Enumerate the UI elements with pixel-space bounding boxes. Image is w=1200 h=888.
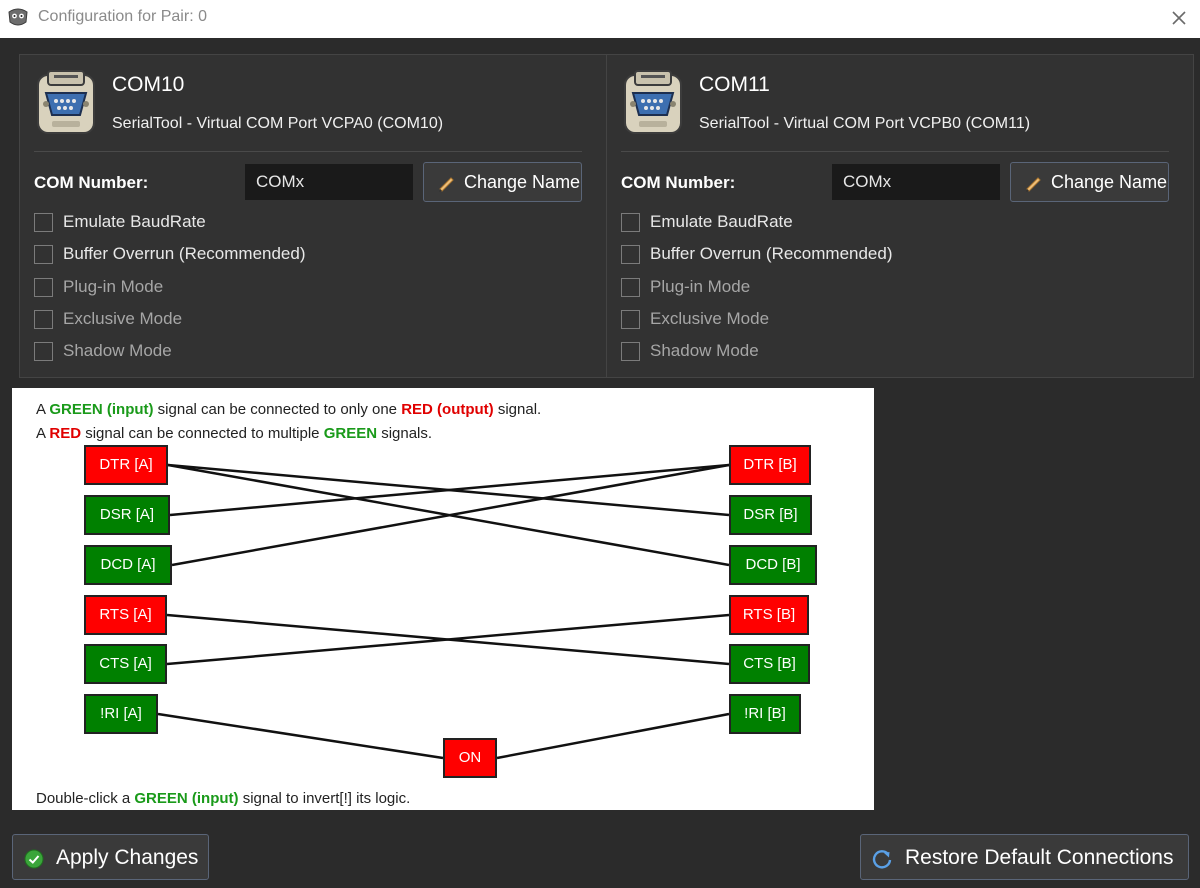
option-label: Exclusive Mode (650, 309, 770, 328)
pencil-icon (439, 177, 454, 192)
option-label: Plug-in Mode (650, 277, 751, 296)
signal-dsr-a[interactable]: DSR [A] (84, 495, 170, 535)
apply-changes-button[interactable]: Apply Changes (12, 834, 209, 880)
port-name: COM11 (699, 73, 770, 96)
signal-ri-b[interactable]: !RI [B] (729, 694, 801, 734)
info-green-text: GREEN (input) (49, 401, 154, 418)
option-label: Exclusive Mode (63, 309, 183, 328)
check-circle-icon (24, 849, 44, 869)
signal-on[interactable]: ON (443, 738, 497, 778)
restore-default-button[interactable]: Restore Default Connections (860, 834, 1189, 880)
title-bar: Configuration for Pair: 0 (0, 0, 1200, 38)
checkbox[interactable] (621, 245, 640, 264)
signal-ri-a[interactable]: !RI [A] (84, 694, 158, 734)
info-green-text: GREEN (323, 425, 378, 442)
pencil-icon (1026, 177, 1041, 192)
footer-hint: Double-click a GREEN (input) signal to i… (36, 790, 410, 807)
checkbox (621, 278, 640, 297)
port-panel-b: COM11 SerialTool - Virtual COM Port VCPB… (606, 54, 1194, 378)
serial-port-icon (624, 70, 682, 134)
option-label: Shadow Mode (650, 341, 759, 360)
info-text: A (36, 401, 50, 418)
port-description: SerialTool - Virtual COM Port VCPA0 (COM… (112, 115, 444, 132)
option-label: Buffer Overrun (Recommended) (63, 244, 306, 263)
com-number-label: COM Number: (621, 173, 736, 192)
info-green-text: GREEN (input) (134, 790, 239, 807)
signal-dsr-b[interactable]: DSR [B] (729, 495, 812, 535)
info-text: signal can be connected to only one (153, 401, 402, 418)
refresh-icon (872, 850, 892, 869)
connection-wire (496, 712, 730, 760)
app-logo-icon (8, 8, 28, 26)
port-panel-a: COM10 SerialTool - Virtual COM Port VCPA… (19, 54, 607, 378)
info-text: signal can be connected to multiple (81, 425, 324, 442)
signal-diagram: A GREEN (input) signal can be connected … (12, 388, 874, 810)
checkbox (34, 310, 53, 329)
info-text: signal. (493, 401, 542, 418)
divider (34, 151, 582, 152)
signal-rts-a[interactable]: RTS [A] (84, 595, 167, 635)
change-name-label: Change Name (1051, 172, 1168, 192)
change-name-button[interactable]: Change Name (1010, 162, 1169, 202)
signal-dtr-b[interactable]: DTR [B] (729, 445, 811, 485)
checkbox (34, 342, 53, 361)
option-label: Emulate BaudRate (63, 212, 206, 231)
option-label: Shadow Mode (63, 341, 172, 360)
info-red-text: RED (49, 425, 82, 442)
signal-dtr-a[interactable]: DTR [A] (84, 445, 168, 485)
signal-cts-a[interactable]: CTS [A] (84, 644, 167, 684)
option-label: Plug-in Mode (63, 277, 164, 296)
signal-dcd-a[interactable]: DCD [A] (84, 545, 172, 585)
option-label: Buffer Overrun (Recommended) (650, 244, 893, 263)
checkbox (34, 278, 53, 297)
info-text: signal to invert[!] its logic. (238, 790, 411, 807)
option-label: Emulate BaudRate (650, 212, 793, 231)
info-line-2: A RED signal can be connected to multipl… (36, 425, 432, 442)
connection-wire (169, 463, 730, 517)
close-icon[interactable] (1164, 4, 1194, 32)
connection-wire (166, 613, 730, 666)
divider (621, 151, 1169, 152)
port-name: COM10 (112, 73, 185, 96)
connection-wire (157, 712, 444, 760)
connection-wires (157, 463, 730, 760)
signal-dcd-b[interactable]: DCD [B] (729, 545, 817, 585)
checkbox[interactable] (621, 213, 640, 232)
com-number-label: COM Number: (34, 173, 149, 192)
com-number-field[interactable]: COMx (832, 164, 1000, 200)
checkbox[interactable] (34, 213, 53, 232)
info-line-1: A GREEN (input) signal can be connected … (36, 401, 541, 418)
serial-port-icon (37, 70, 95, 134)
signal-cts-b[interactable]: CTS [B] (729, 644, 810, 684)
port-description: SerialTool - Virtual COM Port VCPB0 (COM… (699, 115, 1031, 132)
checkbox[interactable] (34, 245, 53, 264)
info-text: signals. (377, 425, 433, 442)
signal-rts-b[interactable]: RTS [B] (729, 595, 809, 635)
change-name-label: Change Name (464, 172, 581, 192)
restore-default-label: Restore Default Connections (905, 846, 1174, 869)
com-number-field[interactable]: COMx (245, 164, 413, 200)
window-title: Configuration for Pair: 0 (38, 8, 207, 25)
connection-wire (171, 463, 730, 567)
apply-changes-label: Apply Changes (56, 846, 199, 869)
info-text: Double-click a (36, 790, 135, 807)
info-red-text: RED (output) (401, 401, 494, 418)
info-text: A (36, 425, 50, 442)
checkbox (621, 310, 640, 329)
checkbox (621, 342, 640, 361)
change-name-button[interactable]: Change Name (423, 162, 582, 202)
